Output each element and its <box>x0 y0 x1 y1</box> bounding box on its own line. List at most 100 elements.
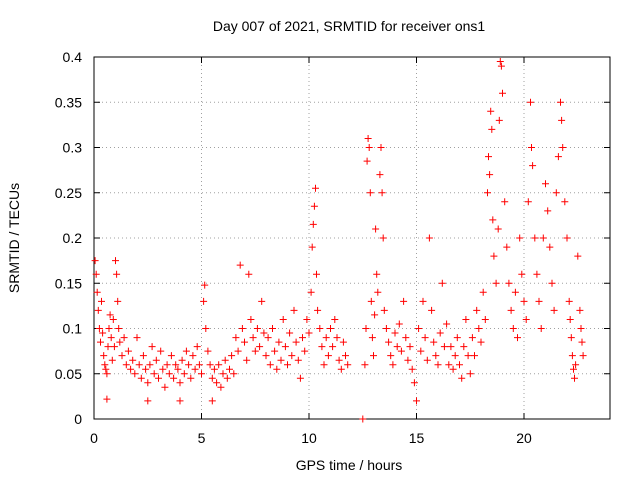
data-point <box>161 383 169 391</box>
data-point <box>230 370 238 378</box>
data-point <box>363 157 371 165</box>
data-point <box>544 207 552 215</box>
data-point <box>172 361 180 369</box>
data-point <box>165 370 173 378</box>
data-point <box>324 352 332 360</box>
data-point <box>260 329 268 337</box>
data-point <box>539 234 547 242</box>
data-point <box>279 316 287 323</box>
data-point <box>223 374 231 382</box>
data-point <box>365 144 373 151</box>
data-point <box>91 257 99 265</box>
data-point <box>548 279 556 287</box>
data-point <box>400 297 408 305</box>
data-point <box>133 334 141 342</box>
data-point <box>189 352 197 360</box>
data-point <box>339 338 347 346</box>
data-point <box>191 365 199 373</box>
data-point <box>495 116 503 124</box>
data-point <box>329 343 337 351</box>
data-point <box>159 365 167 373</box>
data-point <box>215 361 223 369</box>
data-point <box>391 329 399 337</box>
data-point <box>486 171 494 179</box>
data-point <box>438 279 446 287</box>
data-point <box>273 365 281 373</box>
data-point <box>342 352 349 360</box>
data-point <box>221 356 229 364</box>
data-point <box>376 171 384 179</box>
y-tick-label: 0 <box>74 411 82 427</box>
data-point <box>488 125 496 133</box>
data-point <box>361 361 369 369</box>
data-point <box>163 361 171 369</box>
data-point <box>537 325 545 332</box>
data-point <box>176 379 184 387</box>
data-point <box>489 216 497 224</box>
data-point <box>333 334 341 342</box>
y-tick-label: 0.05 <box>55 366 82 382</box>
y-tick-label: 0.3 <box>63 140 83 156</box>
data-point <box>93 288 101 296</box>
data-point <box>219 370 227 378</box>
data-point <box>284 361 291 369</box>
data-point <box>531 234 539 242</box>
data-point <box>251 347 259 355</box>
data-point <box>344 361 352 369</box>
data-point <box>535 297 543 305</box>
data-point <box>505 279 513 287</box>
data-point <box>182 347 190 355</box>
data-point <box>402 334 410 342</box>
data-point <box>451 352 459 360</box>
data-point <box>208 397 216 405</box>
data-point <box>385 338 393 346</box>
data-point <box>366 189 374 197</box>
data-point <box>99 329 107 337</box>
data-point <box>578 338 586 346</box>
data-point <box>299 334 306 342</box>
data-point <box>425 234 433 242</box>
data-point <box>238 325 246 332</box>
data-point <box>195 361 203 369</box>
data-point <box>206 361 214 369</box>
data-point <box>511 288 519 296</box>
data-point <box>115 325 123 332</box>
data-point <box>434 361 442 369</box>
data-point <box>546 243 554 251</box>
data-point <box>98 297 105 305</box>
data-point <box>258 297 266 305</box>
y-tick-label: 0.4 <box>63 49 83 65</box>
data-point <box>305 329 313 337</box>
data-point <box>310 202 318 210</box>
data-point <box>262 352 270 360</box>
data-point <box>314 306 322 314</box>
data-point <box>462 316 470 323</box>
data-point <box>485 153 492 161</box>
data-point <box>558 116 566 124</box>
data-point <box>449 365 457 373</box>
data-point <box>202 325 210 332</box>
data-point <box>318 343 326 351</box>
data-point <box>456 361 463 369</box>
data-point <box>443 320 451 328</box>
data-point <box>185 361 193 369</box>
data-point <box>178 356 186 364</box>
data-point <box>198 370 205 378</box>
data-point <box>104 343 112 351</box>
data-point <box>554 153 562 161</box>
data-point <box>371 311 379 319</box>
data-point <box>170 374 178 382</box>
data-point <box>127 365 135 373</box>
data-point <box>234 347 242 355</box>
data-point <box>114 297 122 305</box>
data-point <box>475 325 483 332</box>
data-point <box>520 297 528 305</box>
data-point <box>335 356 343 364</box>
data-point <box>367 297 375 305</box>
data-point <box>217 383 225 391</box>
data-point <box>372 225 380 233</box>
data-point <box>313 270 320 278</box>
data-point <box>120 334 128 342</box>
data-point <box>559 144 567 151</box>
x-tick-label: 20 <box>516 430 532 446</box>
